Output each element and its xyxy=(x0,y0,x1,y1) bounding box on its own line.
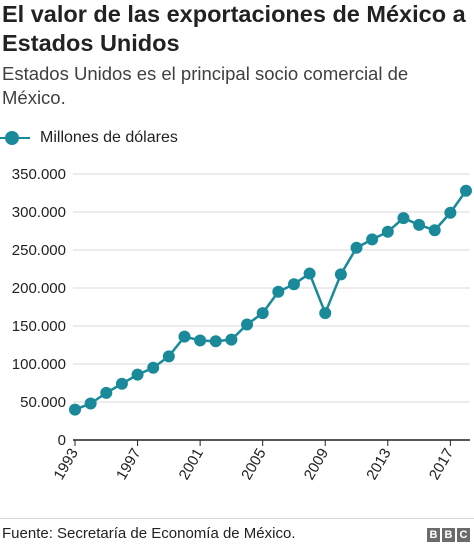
data-point xyxy=(413,218,426,231)
line-chart: 0 50.000 100.000 150.000 200.000 250.000 300.0… xyxy=(12,166,472,483)
data-point xyxy=(209,335,222,348)
x-tick-label: 2013 xyxy=(363,445,394,482)
data-point xyxy=(178,330,191,343)
logo-letter: C xyxy=(457,528,470,542)
data-point xyxy=(287,278,300,291)
legend-label: Millones de dólares xyxy=(40,129,178,146)
logo-letter: B xyxy=(427,528,440,542)
data-point xyxy=(303,267,316,280)
logo-letter: B xyxy=(442,528,455,542)
x-tick-label: 2005 xyxy=(238,445,269,482)
data-point xyxy=(162,350,175,363)
bbc-logo: B B C xyxy=(427,528,470,542)
data-point xyxy=(272,285,285,298)
data-point xyxy=(397,212,410,225)
data-point xyxy=(194,334,207,347)
x-tick-label: 1993 xyxy=(50,445,81,482)
chart-title: El valor de las exportaciones de México … xyxy=(2,1,466,56)
data-point xyxy=(115,377,128,390)
data-point xyxy=(334,268,347,281)
data-point xyxy=(225,333,238,346)
data-point xyxy=(319,307,332,320)
data-point xyxy=(350,241,363,254)
x-tick-label: 2009 xyxy=(301,445,332,482)
y-tick-label: 150.000 xyxy=(12,318,66,335)
x-tick-label: 2001 xyxy=(176,445,207,482)
y-tick-label: 300.000 xyxy=(12,204,66,221)
data-point xyxy=(444,206,457,219)
chart-subtitle: Estados Unidos es el principal socio com… xyxy=(2,63,409,108)
data-point xyxy=(147,361,160,374)
y-tick-label: 0 xyxy=(58,432,66,449)
y-tick-label: 200.000 xyxy=(12,280,66,297)
y-tick-label: 50.000 xyxy=(20,394,66,411)
data-point xyxy=(84,397,97,410)
y-tick-label: 250.000 xyxy=(12,242,66,259)
source-note: Fuente: Secretaría de Economía de México… xyxy=(2,525,296,542)
data-point xyxy=(131,368,144,381)
y-tick-label: 350.000 xyxy=(12,166,66,183)
x-tick-label: 2017 xyxy=(426,445,457,482)
data-point xyxy=(69,403,81,416)
x-tick-label: 1997 xyxy=(113,445,144,482)
footer: Fuente: Secretaría de Economía de México… xyxy=(0,518,474,548)
data-point xyxy=(366,233,379,246)
legend: Millones de dólares xyxy=(0,126,178,150)
y-tick-label: 100.000 xyxy=(12,356,66,373)
data-point xyxy=(460,184,472,197)
legend-marker-icon xyxy=(0,131,30,145)
data-point xyxy=(241,318,254,331)
data-point xyxy=(428,224,441,237)
data-point xyxy=(100,386,113,399)
data-point xyxy=(381,225,394,238)
data-point xyxy=(256,307,269,320)
